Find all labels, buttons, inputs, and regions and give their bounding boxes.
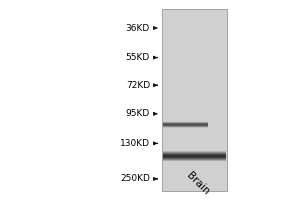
Bar — [162, 9, 227, 191]
Text: Brain: Brain — [184, 170, 211, 197]
Text: 36KD: 36KD — [126, 24, 150, 33]
Text: 130KD: 130KD — [120, 139, 150, 148]
Text: 250KD: 250KD — [120, 174, 150, 183]
Text: 95KD: 95KD — [126, 109, 150, 118]
Text: 72KD: 72KD — [126, 81, 150, 90]
Text: 55KD: 55KD — [126, 53, 150, 62]
